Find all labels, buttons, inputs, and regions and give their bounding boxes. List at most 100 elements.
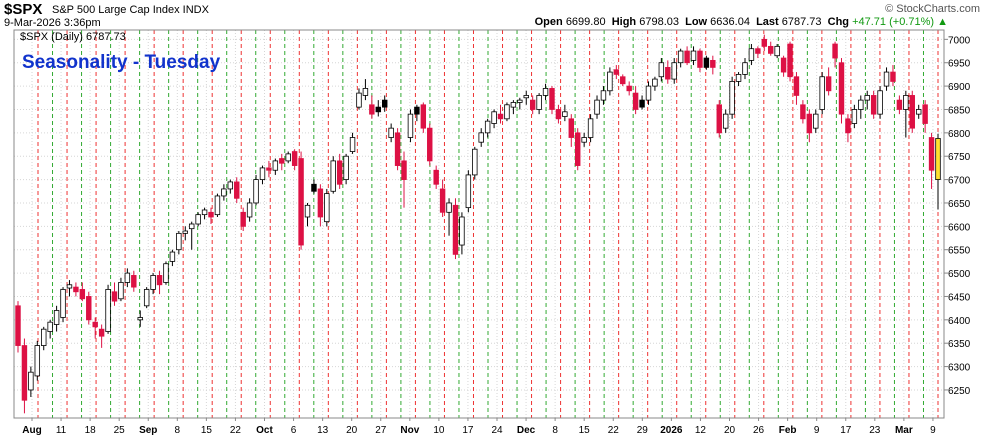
candle-body — [858, 99, 864, 110]
candle — [266, 160, 272, 178]
candle — [825, 67, 832, 96]
x-tick-label: Oct — [256, 425, 273, 436]
y-tick-label: 6400 — [948, 316, 971, 327]
candle — [388, 123, 394, 143]
candle — [47, 319, 53, 339]
y-tick-label: 6350 — [948, 339, 971, 350]
candle — [414, 104, 420, 122]
candle — [472, 146, 478, 180]
candle-body — [774, 45, 780, 57]
candle-body — [549, 88, 555, 110]
candle — [79, 282, 86, 302]
candle — [529, 95, 536, 115]
x-tick-label: 27 — [375, 425, 387, 436]
candle — [870, 90, 877, 119]
chart-legend: $SPX (Daily) 6787.73 — [20, 31, 126, 43]
candle — [324, 188, 330, 227]
x-tick-label: 24 — [491, 425, 503, 436]
x-tick-label: 26 — [753, 425, 765, 436]
candle — [690, 46, 697, 66]
candle — [523, 90, 529, 105]
low-value: 6636.04 — [710, 16, 750, 28]
candle-body — [632, 92, 639, 110]
x-tick-label: 11 — [56, 425, 67, 436]
candle — [111, 282, 118, 306]
candle — [253, 174, 259, 206]
candle-body — [684, 50, 690, 64]
y-tick-label: 6500 — [948, 269, 971, 280]
x-tick-label: 8 — [175, 425, 181, 436]
candle — [98, 324, 105, 348]
candle — [401, 151, 407, 208]
candle — [66, 280, 73, 297]
candle-body — [484, 120, 491, 134]
seasonality-lines — [37, 30, 939, 418]
candle — [780, 55, 787, 77]
candle-body — [330, 160, 336, 192]
candle-body — [234, 181, 240, 199]
candle — [594, 95, 600, 119]
candle-body — [703, 57, 710, 68]
candle — [124, 268, 131, 288]
candle-body — [613, 69, 620, 75]
x-tick-label: 15 — [579, 425, 591, 436]
candle-body — [832, 43, 838, 59]
candle — [620, 74, 626, 87]
candle — [336, 153, 343, 189]
candle-body — [690, 50, 697, 61]
x-tick-label: Dec — [517, 425, 536, 436]
stockcharts-brand[interactable]: © StockCharts.com — [885, 3, 980, 15]
x-tick-label: 9 — [814, 425, 820, 436]
candle-body — [787, 43, 793, 78]
candle-body — [459, 216, 465, 246]
candle-body — [497, 113, 504, 120]
candle-body — [607, 71, 613, 92]
candle — [41, 326, 47, 351]
candle-body — [143, 289, 150, 307]
y-tick-label: 6550 — [948, 246, 971, 257]
candle — [285, 151, 291, 164]
candle — [433, 165, 439, 189]
candle — [928, 132, 935, 189]
candle-body — [182, 230, 188, 234]
x-tick-label: Mar — [895, 425, 913, 436]
candle-body — [587, 118, 594, 138]
candle — [92, 317, 98, 339]
candle — [343, 153, 349, 185]
candle — [86, 291, 92, 325]
candle-body — [298, 158, 304, 246]
candle-body — [517, 99, 523, 103]
y-tick-label: 6900 — [948, 82, 971, 93]
candle-body — [536, 95, 542, 110]
candle — [806, 109, 813, 143]
candle — [118, 277, 124, 302]
candle-body — [73, 286, 79, 293]
candle-body — [53, 310, 60, 325]
candle — [169, 249, 176, 267]
candle-body — [343, 155, 349, 180]
x-tick-label: 8 — [552, 425, 558, 436]
candle — [182, 226, 188, 241]
x-tick-label: 2026 — [660, 425, 683, 436]
candle — [838, 58, 845, 124]
candle — [613, 65, 620, 80]
candle — [73, 282, 79, 297]
x-tick-label: 29 — [637, 425, 649, 436]
candle — [671, 58, 677, 84]
candle-body — [555, 109, 562, 120]
candle-body — [21, 345, 28, 401]
x-tick-label: 20 — [346, 425, 358, 436]
candle-body — [575, 132, 581, 166]
candle-body — [375, 106, 381, 113]
ohlc-readout: Open 6699.80 High 6798.03 Low 6636.04 La… — [535, 16, 948, 28]
candle-body — [169, 251, 176, 262]
candle-body — [877, 90, 883, 115]
y-tick-label: 6300 — [948, 363, 971, 374]
candle-body — [201, 209, 208, 216]
candle-body — [742, 62, 748, 75]
candle-body — [658, 62, 665, 78]
candle — [851, 104, 858, 129]
candle-body — [890, 71, 896, 82]
candle — [819, 72, 825, 115]
